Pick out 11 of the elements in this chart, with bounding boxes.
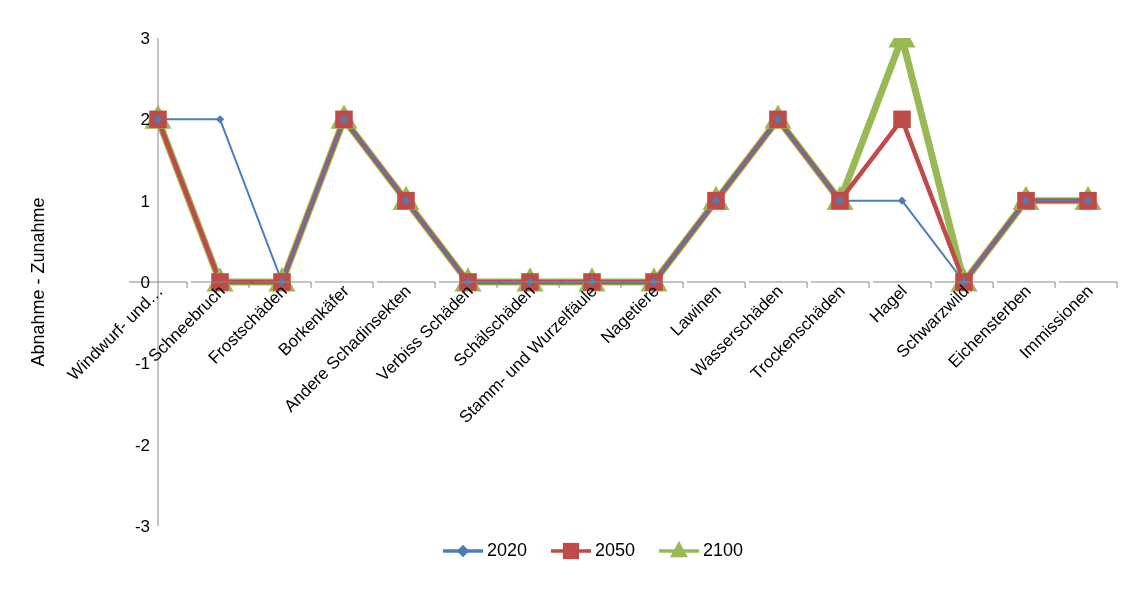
y-tick-label: -2 (134, 435, 150, 455)
y-tick-label: 1 (140, 191, 150, 211)
y-axis-title: Abnahme - Zunahme (28, 197, 49, 367)
y-tick-label: 3 (140, 29, 150, 49)
legend-label: 2050 (594, 540, 636, 561)
y-tick-label: 0 (140, 273, 150, 293)
y-tick-label: -1 (134, 354, 150, 374)
y-tick-label: -3 (134, 517, 150, 537)
legend-label: 2020 (486, 540, 527, 561)
y-tick-label: 2 (140, 110, 150, 130)
legend-label: 2100 (703, 540, 744, 561)
